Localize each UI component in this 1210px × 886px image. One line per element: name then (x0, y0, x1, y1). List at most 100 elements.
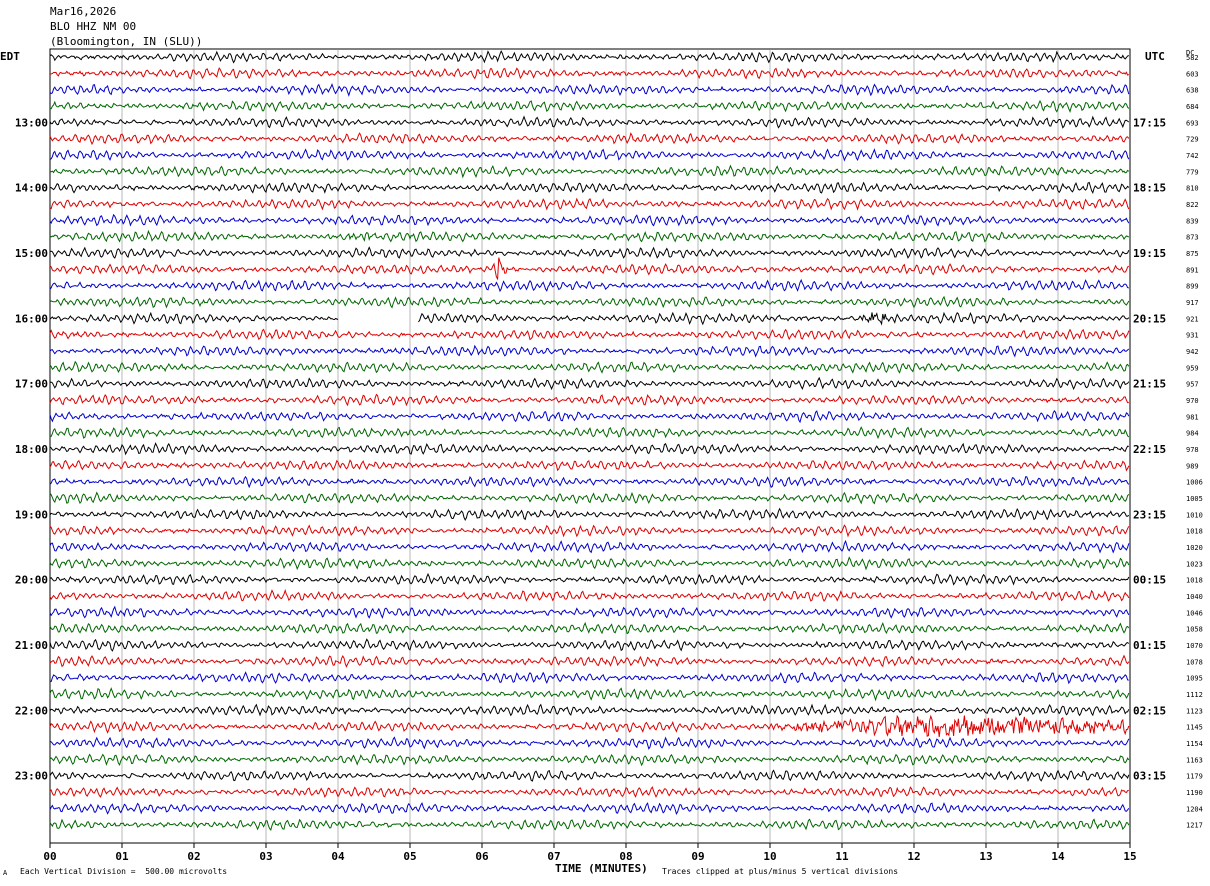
trace-line (49, 99, 1130, 113)
trace-line (49, 507, 1130, 521)
trace-line (49, 393, 1129, 407)
dc-value: 957 (1186, 381, 1199, 389)
station-code: BLO HHZ NM 00 (50, 20, 137, 33)
dc-value: 1018 (1186, 577, 1203, 585)
clip-note: Traces clipped at plus/minus 5 vertical … (662, 867, 899, 876)
x-tick-label: 01 (115, 850, 129, 863)
dc-value: 1123 (1186, 707, 1203, 715)
trace-line (49, 714, 1130, 737)
x-tick-label: 12 (907, 850, 920, 863)
trace-line (49, 328, 1130, 341)
trace-line (49, 491, 1130, 505)
x-tick-label: 09 (691, 850, 704, 863)
trace-line (49, 556, 1130, 571)
dc-value: 921 (1186, 315, 1199, 323)
trace-line (49, 295, 1130, 309)
trace-line (49, 753, 1130, 767)
x-axis-title: TIME (MINUTES) (555, 862, 648, 875)
station-location: (Bloomington, IN (SLU)) (50, 35, 203, 48)
edt-hour-label: 15:00 (15, 247, 48, 260)
trace-line (418, 311, 1130, 326)
utc-hour-label: 22:15 (1133, 443, 1166, 456)
dc-value: 1010 (1186, 511, 1203, 519)
dc-value: 875 (1186, 250, 1199, 258)
x-tick-label: 04 (331, 850, 345, 863)
dc-value: 873 (1186, 234, 1199, 242)
dc-value: 978 (1186, 446, 1199, 454)
trace-line (49, 148, 1130, 162)
trace-line (49, 802, 1130, 815)
trace-line (49, 229, 1130, 243)
utc-hour-label: 00:15 (1133, 574, 1166, 587)
dc-value: 638 (1186, 87, 1199, 95)
dc-value: 970 (1186, 397, 1199, 405)
dc-value: 942 (1186, 348, 1199, 356)
dc-value: 822 (1186, 201, 1199, 209)
dc-value: 1204 (1186, 805, 1203, 813)
trace-line (49, 278, 1129, 293)
trace-line (49, 524, 1130, 538)
dc-value: 1023 (1186, 560, 1203, 568)
x-tick-label: 05 (403, 850, 416, 863)
edt-hour-label: 13:00 (15, 116, 48, 129)
left-axis-title: EDT (0, 50, 20, 63)
x-tick-label: 14 (1051, 850, 1065, 863)
trace-line (49, 736, 1130, 750)
dc-value: 981 (1186, 413, 1199, 421)
dc-value: 1217 (1186, 822, 1203, 830)
dc-value: 1018 (1186, 528, 1203, 536)
x-tick-label: 10 (763, 850, 776, 863)
dc-value: 1179 (1186, 773, 1203, 781)
trace-line (49, 769, 1130, 783)
utc-hour-label: 19:15 (1133, 247, 1166, 260)
dc-value: 989 (1186, 462, 1199, 470)
trace-line (49, 703, 1130, 717)
trace-line (49, 539, 1130, 554)
dc-value: 1112 (1186, 691, 1203, 699)
trace-line (49, 115, 1130, 129)
trace-line (49, 687, 1130, 702)
trace-line (49, 360, 1130, 374)
x-tick-label: 02 (187, 850, 200, 863)
trace-line (49, 197, 1130, 211)
dc-value: 582 (1186, 54, 1199, 62)
trace-line (49, 50, 1129, 64)
trace-line (49, 181, 1130, 194)
utc-hour-label: 18:15 (1133, 182, 1166, 195)
utc-hour-label: 23:15 (1133, 508, 1166, 521)
trace-line (49, 164, 1130, 179)
dc-value: 1095 (1186, 675, 1203, 683)
trace-line (49, 376, 1130, 391)
trace-line (49, 442, 1129, 456)
dc-value: 1154 (1186, 740, 1203, 748)
edt-hour-label: 16:00 (15, 312, 48, 325)
trace-line (49, 410, 1130, 424)
x-tick-label: 08 (619, 850, 632, 863)
utc-hour-label: 17:15 (1133, 116, 1166, 129)
dc-value: 810 (1186, 185, 1199, 193)
trace-line (49, 67, 1130, 80)
trace-line (49, 621, 1130, 635)
dc-value: 742 (1186, 152, 1199, 160)
dc-value: 839 (1186, 217, 1199, 225)
x-tick-label: 06 (475, 850, 489, 863)
utc-hour-label: 03:15 (1133, 770, 1166, 783)
dc-value: 1058 (1186, 626, 1203, 634)
dc-value: 729 (1186, 136, 1199, 144)
dc-value: 1046 (1186, 609, 1203, 617)
edt-hour-label: 19:00 (15, 508, 48, 521)
x-tick-label: 07 (547, 850, 560, 863)
dc-value: 891 (1186, 266, 1199, 274)
trace-line (49, 671, 1129, 685)
trace-line (49, 572, 1130, 586)
trace-line (49, 786, 1129, 798)
trace-line (49, 344, 1130, 358)
dc-value: 779 (1186, 168, 1199, 176)
utc-hour-label: 20:15 (1133, 312, 1166, 325)
trace-line (49, 311, 339, 325)
x-tick-label: 13 (979, 850, 992, 863)
corner-mark: A (3, 869, 8, 877)
trace-line (49, 246, 1130, 259)
dc-value: 693 (1186, 119, 1199, 127)
dc-column-title: DC (1186, 49, 1195, 57)
